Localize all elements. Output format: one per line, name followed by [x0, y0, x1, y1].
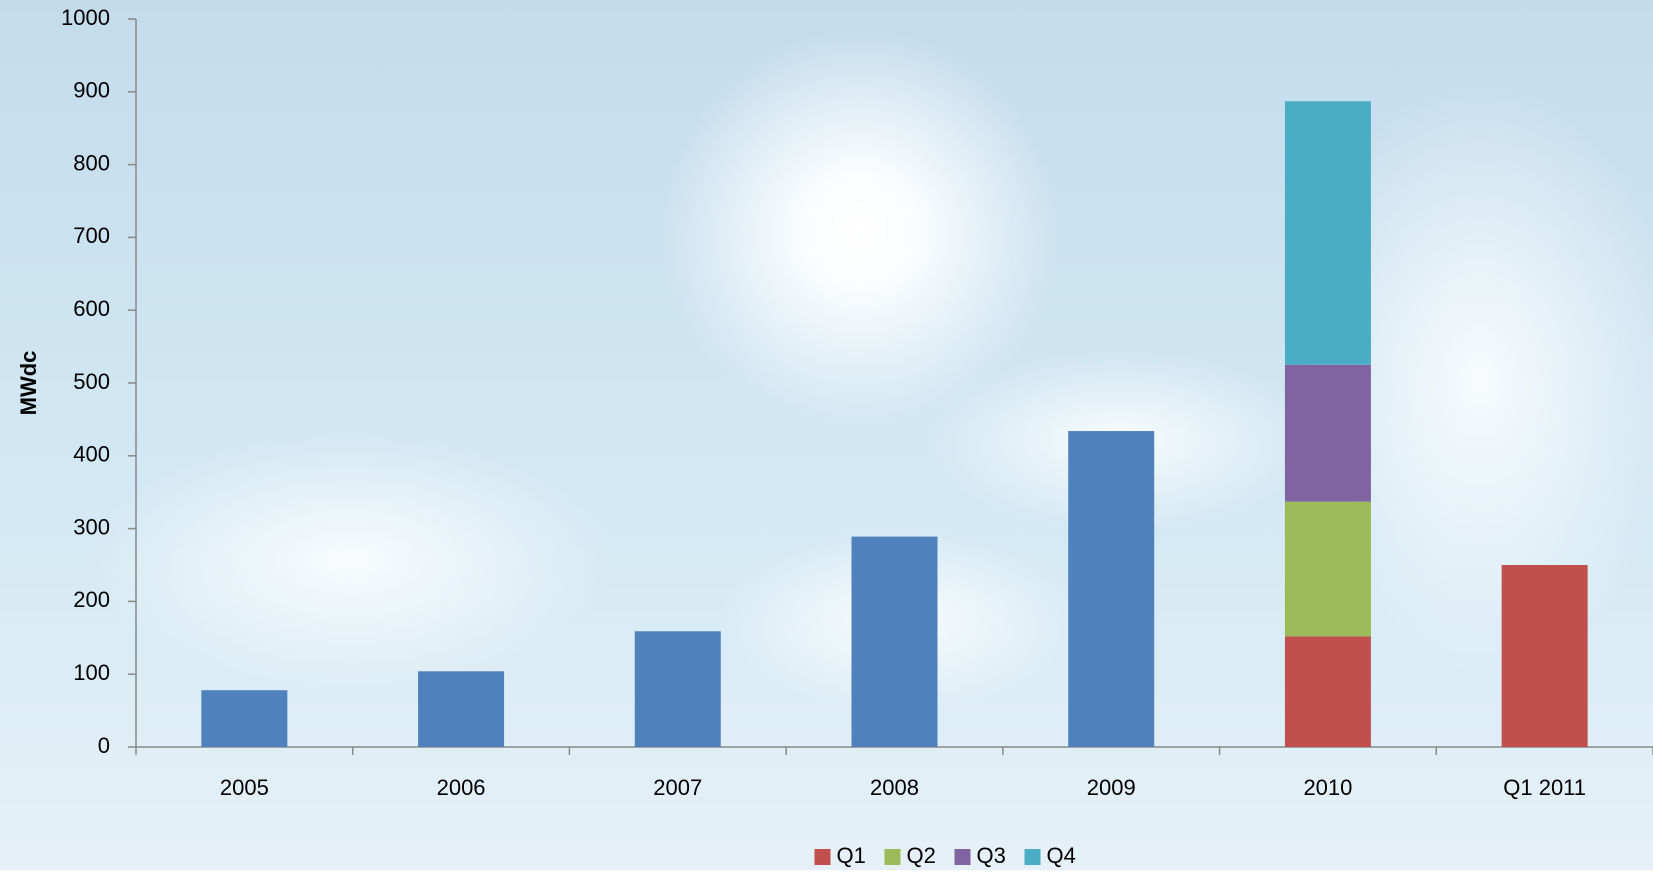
- legend-swatch: [1024, 849, 1041, 865]
- y-tick-label: 800: [73, 150, 110, 175]
- y-tick-label: 1000: [61, 5, 110, 30]
- x-tick-label: 2005: [220, 775, 269, 800]
- bar: [1284, 101, 1371, 365]
- y-tick-label: 700: [73, 223, 110, 248]
- legend-swatch: [954, 849, 971, 865]
- cloud: [90, 430, 610, 690]
- bar: [1284, 636, 1371, 747]
- y-axis-label: MWdc: [16, 351, 41, 416]
- bar: [851, 536, 938, 747]
- bar: [418, 671, 505, 747]
- y-tick-label: 600: [73, 296, 110, 321]
- bar: [1284, 364, 1371, 502]
- legend-swatch: [884, 849, 901, 865]
- x-tick-label: 2009: [1087, 775, 1136, 800]
- y-tick-label: 100: [73, 660, 110, 685]
- legend-label: Q2: [907, 843, 936, 868]
- bar: [634, 631, 721, 747]
- y-tick-label: 200: [73, 587, 110, 612]
- x-tick-label: Q1 2011: [1503, 775, 1586, 800]
- x-tick-label: 2007: [653, 775, 702, 800]
- legend-label: Q1: [837, 843, 866, 868]
- y-tick-label: 0: [98, 733, 110, 758]
- legend-label: Q3: [977, 843, 1006, 868]
- x-tick-label: 2010: [1303, 775, 1352, 800]
- bar: [1068, 431, 1155, 747]
- y-tick-label: 500: [73, 369, 110, 394]
- legend-label: Q4: [1047, 843, 1076, 868]
- bar: [1284, 501, 1371, 637]
- y-tick-label: 400: [73, 442, 110, 467]
- bar: [1501, 565, 1588, 747]
- x-tick-label: 2006: [437, 775, 486, 800]
- bar: [201, 690, 288, 747]
- y-tick-label: 900: [73, 78, 110, 103]
- legend-swatch: [814, 849, 831, 865]
- cloud: [1280, 80, 1653, 680]
- x-tick-label: 2008: [870, 775, 919, 800]
- y-tick-label: 300: [73, 514, 110, 539]
- sun: [660, 30, 1060, 430]
